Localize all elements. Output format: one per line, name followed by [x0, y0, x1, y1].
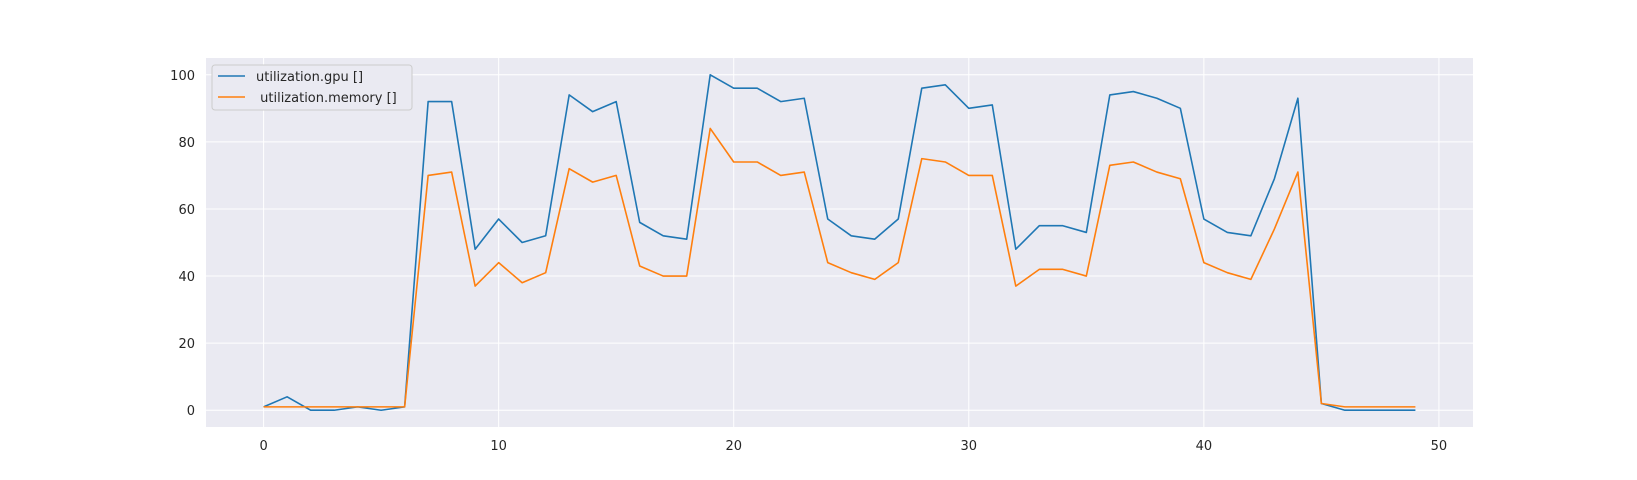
- legend-gpu-label: utilization.gpu []: [256, 70, 363, 85]
- series-lines: [263, 73, 1416, 412]
- y-tick-label: 60: [178, 203, 195, 218]
- legend-memory-label: utilization.memory []: [256, 91, 397, 106]
- x-tick-label: 50: [1431, 439, 1448, 454]
- x-tick-label: 10: [490, 439, 507, 454]
- legend: utilization.gpu [] utilization.memory []: [211, 64, 413, 111]
- y-tick-label: 80: [178, 136, 195, 151]
- x-tick-label: 30: [961, 439, 978, 454]
- y-tick-label: 20: [178, 337, 195, 352]
- x-tick-label: 20: [725, 439, 742, 454]
- y-tick-label: 40: [178, 270, 195, 285]
- y-tick-label: 100: [170, 69, 195, 84]
- x-tick-label: 40: [1196, 439, 1213, 454]
- plot-area: [206, 58, 1473, 427]
- x-tick-label: 0: [259, 439, 267, 454]
- series-line-gpu: [263, 73, 1416, 412]
- y-axis-ticks: 0 20 40 60 80 100: [170, 69, 195, 419]
- series-line-memory: [263, 127, 1416, 408]
- y-tick-label: 0: [187, 404, 195, 419]
- x-axis-ticks: 0 10 20 30 40 50: [259, 439, 1447, 454]
- legend-box: [211, 64, 413, 111]
